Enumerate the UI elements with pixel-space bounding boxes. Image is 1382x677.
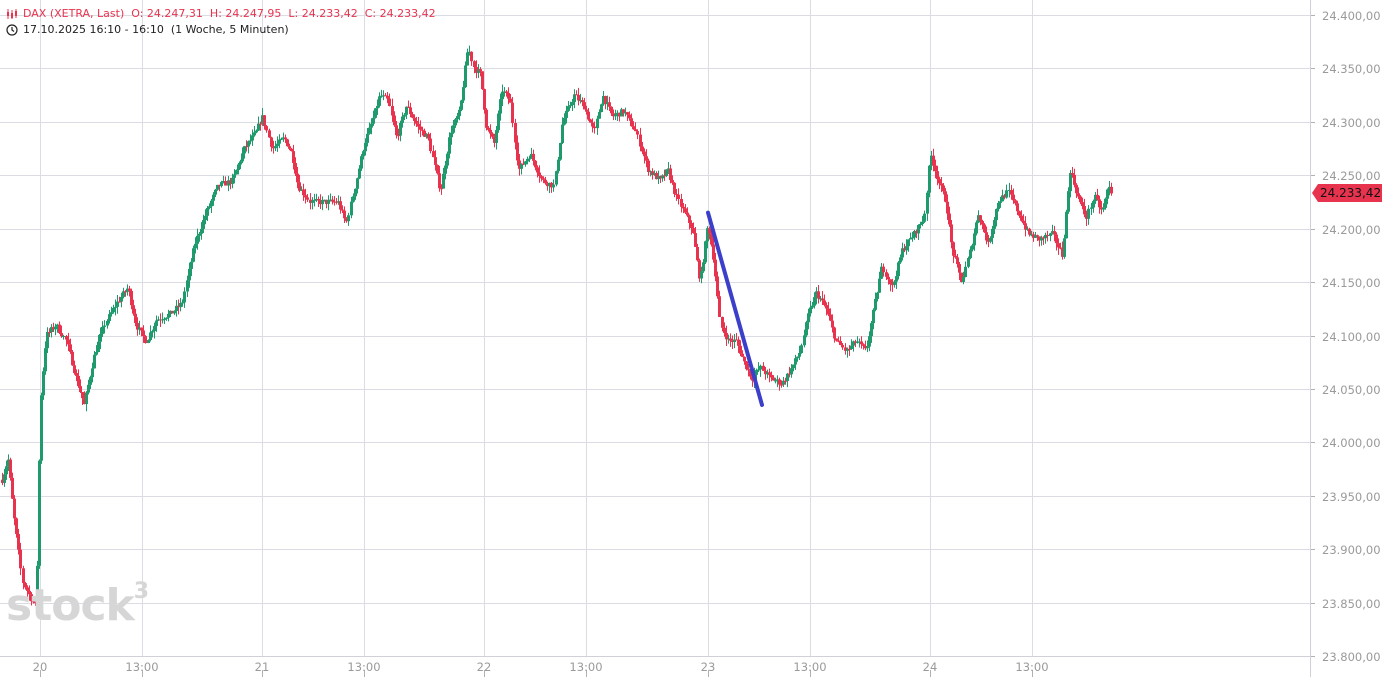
y-tick-label: 24.200,00: [1322, 222, 1381, 237]
y-tick-label: 23.800,00: [1322, 649, 1381, 664]
x-tick-label: 24: [922, 660, 938, 674]
y-tick-label: 24.400,00: [1322, 8, 1381, 23]
x-tick-label: 23: [700, 660, 716, 674]
low-value: L: 24.233,42: [288, 7, 358, 20]
x-tick-label: 13:00: [347, 660, 381, 674]
x-tick-label: 22: [476, 660, 492, 674]
last-price-tag: 24.233,42: [1312, 183, 1382, 202]
trendline-drawing[interactable]: [706, 210, 764, 407]
x-tick-label: 21: [254, 660, 270, 674]
y-tick-label: 23.950,00: [1322, 489, 1381, 504]
chart-legend: DAX (XETRA, Last) O: 24.247,31 H: 24.247…: [6, 6, 436, 38]
y-tick-label: 23.850,00: [1322, 596, 1381, 611]
x-tick-label: 20: [32, 660, 48, 674]
close-value: C: 24.233,42: [364, 7, 436, 20]
time-row: 17.10.2025 16:10 - 16:10 (1 Woche, 5 Min…: [6, 22, 436, 38]
x-tick-label: 13:00: [1015, 660, 1049, 674]
y-tick-label: 24.100,00: [1322, 329, 1381, 344]
candlestick-icon[interactable]: [6, 8, 18, 20]
y-tick-label: 23.900,00: [1322, 542, 1381, 557]
clock-icon: [6, 24, 18, 36]
y-tick-label: 24.150,00: [1322, 275, 1381, 290]
x-tick-label: 13:00: [125, 660, 159, 674]
y-tick-label: 24.250,00: [1322, 168, 1381, 183]
y-tick-label: 24.350,00: [1322, 61, 1381, 76]
y-tick-label: 24.000,00: [1322, 435, 1381, 450]
y-tick-label: 24.300,00: [1322, 115, 1381, 130]
watermark-logo: stock3: [6, 579, 149, 631]
open-value: O: 24.247,31: [131, 7, 203, 20]
x-tick-label: 13:00: [793, 660, 827, 674]
y-tick-label: 24.050,00: [1322, 382, 1381, 397]
x-tick-label: 13:00: [569, 660, 603, 674]
high-value: H: 24.247,95: [209, 7, 282, 20]
datetime-range: 17.10.2025 16:10 - 16:10: [23, 23, 164, 36]
ohlc-row: DAX (XETRA, Last) O: 24.247,31 H: 24.247…: [6, 6, 436, 22]
period-info: (1 Woche, 5 Minuten): [170, 23, 289, 36]
instrument-name: DAX (XETRA, Last): [23, 7, 125, 20]
